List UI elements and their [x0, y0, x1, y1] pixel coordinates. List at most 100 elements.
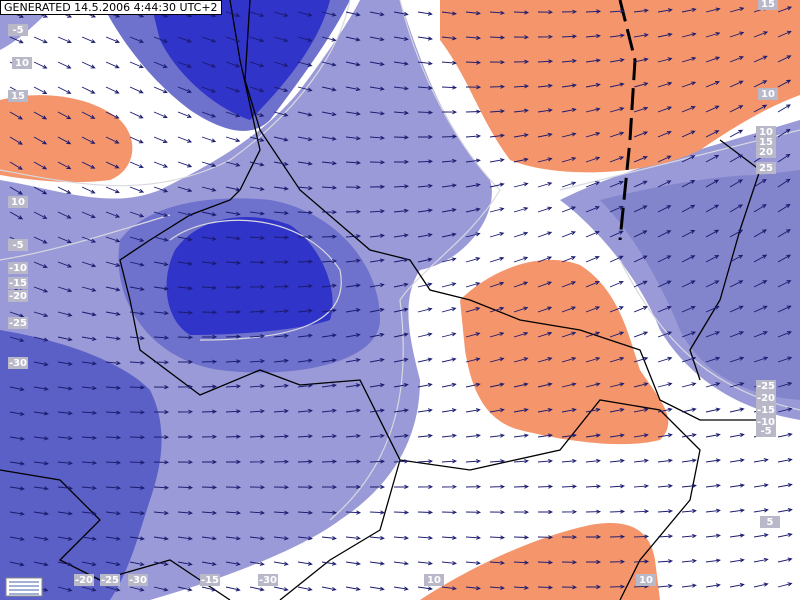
wind-arrow	[393, 233, 409, 238]
wind-arrow	[681, 280, 696, 288]
wind-arrow	[249, 61, 265, 68]
wind-arrow	[441, 85, 458, 90]
wind-arrow	[201, 409, 218, 414]
wind-arrow	[561, 560, 578, 565]
wind-arrow	[633, 382, 649, 388]
wind-arrow	[33, 461, 49, 466]
wind-arrow	[81, 586, 97, 592]
contour-label: -5	[12, 25, 23, 36]
wind-arrow	[345, 136, 361, 141]
wind-arrow	[321, 283, 337, 288]
contour-label: -30	[259, 575, 277, 586]
wind-arrow	[489, 510, 506, 515]
wind-arrow	[561, 107, 577, 113]
wind-arrow	[153, 211, 169, 218]
wind-arrow	[561, 34, 578, 39]
wind-arrow	[633, 407, 649, 413]
label-bg	[8, 24, 28, 36]
wind-arrow	[585, 181, 601, 188]
wind-arrow	[225, 111, 241, 118]
contour-label: -15	[757, 405, 775, 416]
wind-arrow	[297, 210, 314, 215]
wind-arrow	[321, 259, 338, 264]
wind-arrow	[129, 586, 145, 592]
wind-arrow	[33, 136, 48, 145]
wind-arrow	[201, 211, 217, 217]
wind-arrow	[705, 583, 721, 588]
label-bg	[8, 196, 28, 208]
wind-arrow	[81, 561, 97, 567]
wind-arrow	[57, 536, 73, 541]
wind-arrow	[201, 36, 217, 43]
wind-arrow	[777, 104, 791, 113]
wind-arrow	[129, 536, 145, 541]
wind-arrow	[321, 510, 338, 515]
wind-arrow	[153, 335, 170, 340]
label-bg	[128, 574, 148, 586]
wind-arrow	[153, 586, 169, 592]
wind-arrow	[561, 58, 577, 64]
wind-arrow	[513, 331, 529, 338]
border	[0, 469, 231, 600]
wind-arrow	[465, 281, 481, 288]
wind-arrow	[753, 533, 769, 538]
wind-arrow	[729, 458, 745, 463]
wind-arrow	[609, 433, 625, 438]
wind-arrow	[177, 111, 192, 118]
label-bg	[756, 126, 776, 138]
wind-arrow	[705, 458, 721, 463]
wind-arrow	[105, 136, 120, 144]
wind-arrow	[153, 561, 169, 567]
wind-arrow	[609, 331, 625, 338]
wind-arrow	[321, 36, 337, 42]
wind-arrow	[705, 179, 720, 188]
wind-arrow	[561, 306, 577, 313]
wind-arrow	[297, 358, 313, 363]
wind-arrow	[441, 510, 458, 515]
wind-arrow	[57, 111, 72, 120]
wind-arrow	[225, 434, 242, 439]
wind-arrow	[465, 484, 482, 489]
wind-arrow	[321, 586, 337, 592]
label-bg	[258, 574, 278, 586]
wind-arrow	[153, 460, 170, 465]
wind-arrow	[249, 358, 266, 364]
wind-arrow	[657, 32, 673, 38]
wind-arrow	[297, 383, 313, 388]
wind-arrow	[249, 334, 266, 339]
wind-arrow	[129, 360, 146, 365]
wind-arrow	[441, 459, 458, 464]
wind-arrow	[57, 211, 72, 219]
wind-arrow	[225, 86, 241, 93]
wind-arrow	[57, 161, 72, 170]
wind-arrow	[537, 484, 554, 489]
wind-arrow	[105, 261, 121, 267]
wind-arrow	[273, 259, 290, 265]
wind-arrow	[681, 558, 697, 564]
wind-arrow	[681, 533, 697, 539]
contour-label: -25	[101, 575, 119, 586]
wind-arrow	[729, 254, 744, 263]
wind-arrow	[81, 361, 97, 366]
wind-arrow	[681, 433, 697, 438]
wind-arrow	[249, 260, 266, 265]
wind-arrow	[81, 261, 97, 268]
isoline	[169, 219, 342, 341]
wind-arrow	[201, 359, 218, 364]
wind-arrow	[273, 61, 289, 68]
wind-arrow	[297, 11, 313, 17]
wind-arrow	[561, 281, 577, 288]
wind-arrow	[225, 536, 241, 541]
contour-label: -20	[75, 575, 93, 586]
wind-arrow	[57, 486, 73, 491]
wind-arrow	[681, 356, 697, 363]
wind-arrow	[177, 61, 192, 68]
wind-arrow	[537, 132, 553, 138]
wind-arrow	[633, 230, 648, 238]
wind-arrow	[393, 61, 409, 66]
wind-arrow	[417, 433, 433, 438]
wind-arrow	[369, 383, 385, 388]
wind-arrow	[585, 382, 601, 388]
wind-arrow	[297, 484, 314, 490]
wind-arrow	[489, 408, 505, 413]
